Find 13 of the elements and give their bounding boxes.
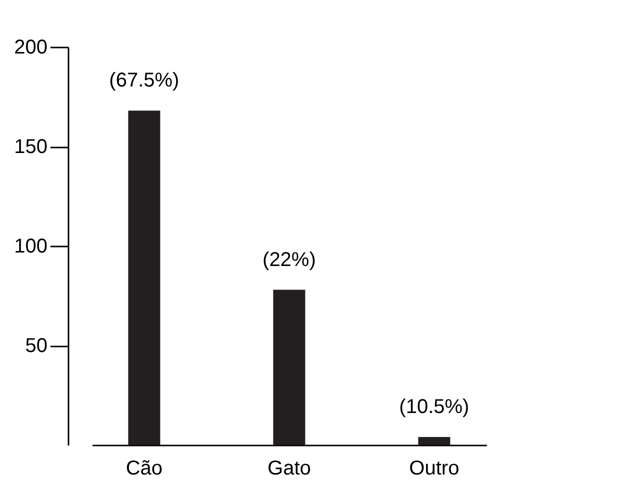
x-tick-label: Cão <box>126 458 163 480</box>
bar <box>418 437 450 445</box>
x-tick-label: Outro <box>409 458 460 480</box>
x-tick-label: Gato <box>268 458 311 480</box>
bar <box>128 110 160 445</box>
y-tick-label: 100 <box>14 236 48 258</box>
y-tick-label: 150 <box>14 136 48 158</box>
annotation: (67.5%) <box>109 70 180 92</box>
bar <box>273 290 306 445</box>
y-tick-label: 50 <box>25 335 48 357</box>
y-tick-label: 200 <box>14 36 48 58</box>
annotation: (10.5%) <box>399 396 470 418</box>
annotation: (22%) <box>262 248 316 271</box>
